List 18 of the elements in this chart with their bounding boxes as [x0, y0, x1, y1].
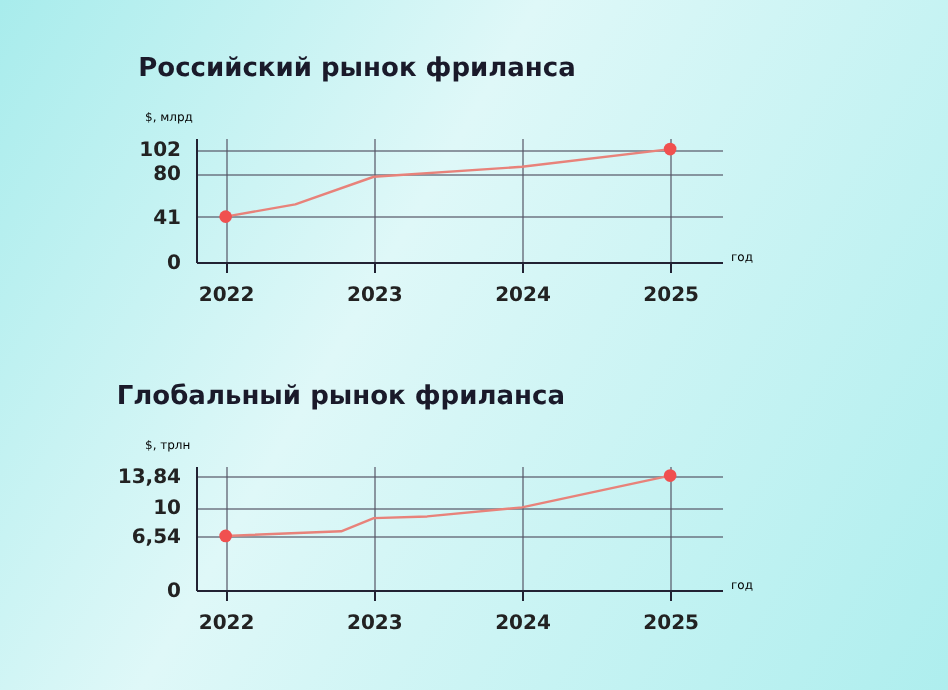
- y-tick-label: 80: [153, 164, 182, 187]
- y-tick-label: 41: [153, 207, 182, 230]
- y-tick-label: 0: [167, 581, 182, 603]
- chart-title: Глобальный рынок фриланса: [116, 382, 565, 412]
- x-tick-label: 2024: [495, 613, 551, 635]
- x-tick-label: 2023: [346, 613, 403, 635]
- y-tick-label: 13,84: [117, 466, 182, 489]
- x-tick-label: 2022: [198, 285, 255, 307]
- x-tick-label: 2023: [346, 285, 403, 307]
- x-tick-label: 2024: [495, 285, 551, 307]
- y-tick-label: 10: [153, 498, 182, 521]
- chart-title: Российский рынок фриланса: [138, 54, 576, 84]
- y-tick-label: 6,54: [131, 526, 182, 549]
- y-tick-label: 102: [139, 140, 182, 163]
- x-tick-label: 2025: [643, 285, 700, 307]
- x-tick-label: 2025: [643, 613, 700, 635]
- y-tick-label: 0: [167, 253, 182, 275]
- x-tick-label: 2022: [198, 613, 255, 635]
